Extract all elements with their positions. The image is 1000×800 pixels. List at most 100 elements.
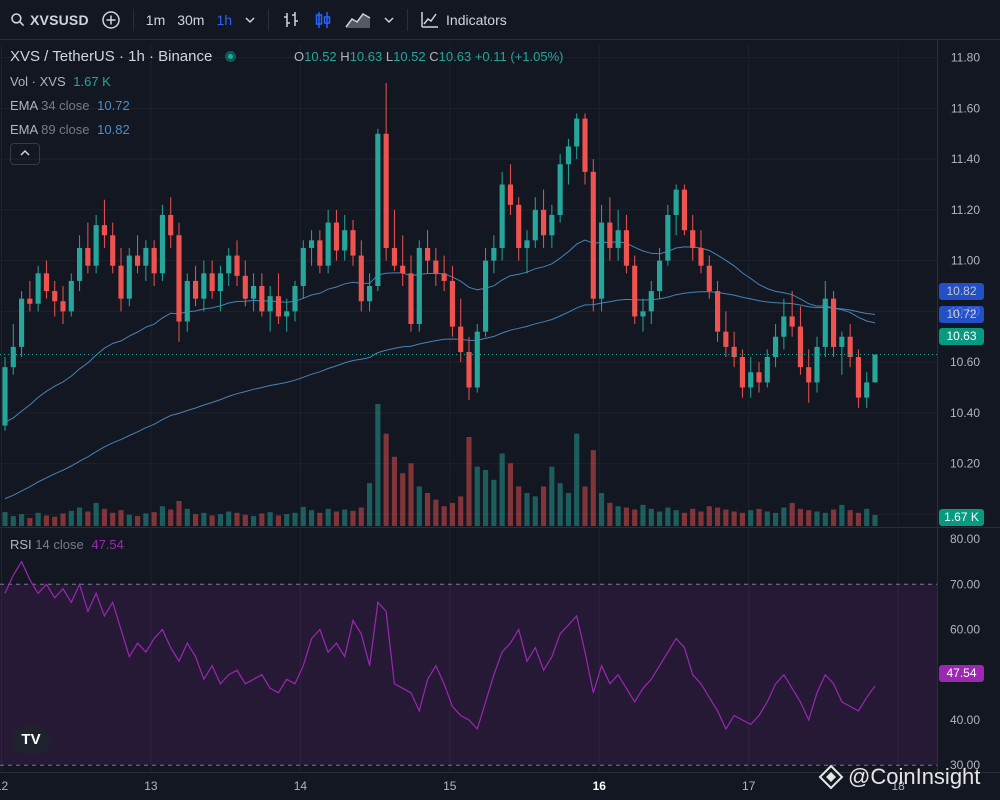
volume-bar — [574, 433, 580, 526]
candle-body — [673, 189, 679, 215]
candle-body — [400, 265, 406, 274]
bar-style-icon — [284, 11, 299, 27]
volume-bar — [333, 511, 339, 526]
toolbar-divider — [407, 8, 409, 31]
ema89-label: EMA — [10, 122, 38, 137]
candle-body — [350, 230, 356, 256]
ohlc-values: O10.52 H10.63 L10.52 C10.63 +0.11 (+1.05… — [294, 49, 563, 64]
candle-body — [43, 273, 49, 292]
close-label: C — [429, 49, 439, 64]
time-tick-label: 13 — [144, 779, 158, 793]
volume-bar — [706, 506, 712, 526]
toolbar-divider — [132, 8, 134, 31]
candle-body — [632, 265, 638, 317]
rsi-legend[interactable]: RSI 14 close 47.54 — [10, 537, 124, 552]
candle-body — [731, 346, 737, 358]
volume-bar — [491, 479, 497, 526]
candle-body — [797, 326, 803, 368]
price-chart[interactable]: 11.8011.6011.4011.2011.0010.8010.6010.40… — [0, 40, 1000, 800]
volume-bar — [541, 486, 547, 526]
volume-bar — [441, 506, 447, 526]
candle-body — [822, 298, 828, 347]
candle-body — [118, 265, 124, 299]
volume-bar — [839, 504, 845, 526]
candle-body — [342, 230, 348, 251]
candle-body — [723, 331, 729, 347]
volume-bar — [408, 463, 414, 526]
volume-bar — [251, 516, 257, 526]
volume-bar — [416, 486, 422, 526]
add-symbol-button[interactable] — [95, 0, 127, 40]
candle-body — [77, 247, 83, 281]
candle-style-icon — [315, 11, 331, 28]
area-style-button[interactable] — [339, 0, 377, 40]
interval-30m[interactable]: 30m — [177, 11, 205, 28]
tradingview-logo[interactable]: TV — [12, 726, 50, 754]
candle-body — [251, 286, 257, 299]
open-value: 10.52 — [304, 49, 337, 64]
volume-bar — [168, 509, 174, 526]
candle-body — [607, 222, 613, 248]
volume-bar — [325, 508, 331, 526]
candle-body — [839, 336, 845, 347]
volume-bar — [665, 507, 671, 526]
price-tick-label: 11.20 — [951, 203, 980, 217]
rsi-tick-label: 70.00 — [950, 577, 980, 591]
volume-bar — [806, 510, 812, 526]
volume-bar — [748, 510, 754, 526]
volume-bar — [657, 511, 663, 526]
indicators-button[interactable]: Indicators — [414, 0, 513, 40]
watermark-text: @CoinInsight — [848, 764, 981, 789]
collapse-legend-button[interactable] — [10, 143, 40, 165]
interval-1m[interactable]: 1m — [145, 11, 166, 28]
candle-style-button[interactable] — [307, 0, 339, 40]
candle-body — [10, 346, 16, 368]
rsi-label: RSI — [10, 537, 32, 552]
volume-legend[interactable]: Vol · XVS 1.67 K — [10, 74, 111, 89]
price-tick-label: 11.80 — [951, 51, 980, 65]
chevron-down-icon — [245, 16, 255, 23]
candle-body — [416, 247, 422, 325]
rsi-pane — [0, 560, 937, 766]
volume-bar — [756, 508, 762, 526]
candle-body — [284, 311, 290, 317]
bar-style-button[interactable] — [275, 0, 307, 40]
candle-body — [706, 265, 712, 292]
ema34-label: EMA — [10, 98, 38, 113]
volume-bar — [226, 511, 232, 526]
volume-bar — [2, 512, 8, 526]
candle-body — [135, 255, 141, 266]
volume-bar — [391, 456, 397, 526]
candle-body — [499, 184, 505, 248]
candle-body — [524, 240, 530, 248]
candle-body — [168, 214, 174, 236]
candle-body — [698, 247, 704, 266]
volume-bar — [68, 510, 74, 526]
ema89-legend[interactable]: EMA 89 close 10.82 — [10, 122, 130, 137]
volume-legend-value: 1.67 K — [73, 74, 111, 89]
candle-body — [242, 275, 248, 299]
interval-dropdown[interactable] — [238, 0, 262, 40]
toolbar-divider — [268, 8, 270, 31]
interval-1h[interactable]: 1h — [216, 11, 233, 28]
volume-bar — [715, 507, 721, 526]
candlesticks — [2, 83, 878, 431]
volume-bar — [35, 512, 41, 526]
candle-body — [151, 247, 157, 274]
candle-body — [159, 214, 165, 274]
volume-bar — [292, 512, 298, 526]
indicators-label: Indicators — [446, 11, 507, 28]
candle-body — [483, 260, 489, 332]
price-tick-label: 10.40 — [950, 406, 980, 420]
candle-body — [391, 247, 397, 266]
symbol-search-button[interactable]: XVSUSD — [0, 0, 95, 40]
volume-bar — [507, 463, 513, 526]
chart-legend-title[interactable]: XVS / TetherUS · 1h · Binance — [10, 48, 236, 65]
candle-body — [193, 280, 199, 299]
ema34-legend[interactable]: EMA 34 close 10.72 — [10, 98, 130, 113]
volume-bars — [2, 404, 878, 526]
volume-bar — [93, 502, 99, 526]
high-value: 10.63 — [349, 49, 383, 64]
volume-bar — [151, 512, 157, 526]
chart-style-dropdown[interactable] — [377, 0, 401, 40]
